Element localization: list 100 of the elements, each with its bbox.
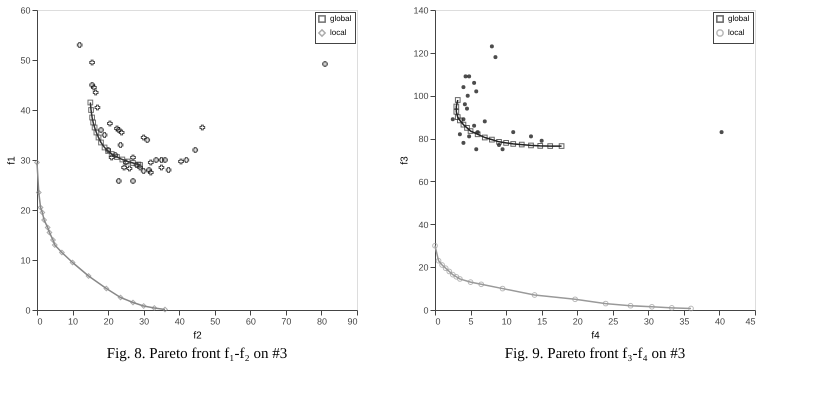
point <box>151 305 158 311</box>
y-tick-label: 20 <box>418 262 428 273</box>
point <box>464 125 470 131</box>
x-tick-label: 10 <box>502 316 512 326</box>
point <box>464 74 468 78</box>
point <box>454 114 461 120</box>
point <box>108 151 115 157</box>
x-tick-label: 20 <box>104 316 114 326</box>
point <box>532 292 538 298</box>
point <box>89 114 95 120</box>
y-tick-label: 120 <box>413 48 428 58</box>
point <box>453 108 460 115</box>
point <box>490 44 494 48</box>
point <box>500 147 505 152</box>
x-tick-label: 45 <box>745 316 756 326</box>
y-tick-label: 60 <box>20 6 30 16</box>
point <box>496 138 502 145</box>
point <box>118 130 124 136</box>
point <box>461 85 466 90</box>
x-tick-label: 15 <box>537 316 548 326</box>
point <box>474 147 478 152</box>
point <box>108 154 115 160</box>
y-tick-label: 0 <box>25 306 30 316</box>
point <box>158 164 164 170</box>
text: Fig. 8. Pareto front f₁-f₂ on #3 <box>106 346 288 362</box>
point <box>90 120 96 126</box>
point <box>467 74 472 78</box>
x-axis-title: f4 <box>591 330 600 342</box>
point <box>114 126 120 132</box>
point <box>36 190 42 196</box>
y-tick-label: 80 <box>418 134 428 144</box>
point <box>450 272 456 278</box>
point <box>602 300 609 306</box>
point <box>474 89 478 94</box>
point <box>478 281 484 288</box>
point <box>148 160 154 166</box>
point <box>140 168 147 174</box>
point <box>468 279 474 285</box>
point <box>130 160 136 166</box>
point <box>89 82 95 88</box>
point <box>510 141 516 147</box>
point <box>34 160 40 166</box>
point <box>130 178 136 184</box>
point <box>572 296 578 302</box>
point <box>103 286 110 292</box>
point <box>457 276 463 282</box>
point <box>458 132 462 136</box>
point <box>102 144 108 150</box>
point <box>41 217 47 223</box>
point <box>118 294 124 300</box>
x-tick-label: 5 <box>468 316 474 326</box>
point <box>461 140 466 145</box>
y-tick-label: 30 <box>20 156 30 166</box>
point <box>442 265 449 272</box>
x-tick-label: 70 <box>281 316 292 326</box>
point <box>450 117 455 122</box>
point <box>493 55 498 60</box>
point <box>465 106 469 111</box>
point <box>52 242 58 248</box>
point <box>148 170 154 176</box>
point <box>460 122 466 128</box>
point <box>467 134 472 138</box>
point <box>199 124 206 130</box>
x-tick-label: 30 <box>644 316 654 326</box>
x-axis-title: f2 <box>193 330 202 342</box>
y-tick-label: 10 <box>20 256 30 266</box>
point <box>98 140 104 146</box>
point <box>472 124 476 128</box>
x-tick-label: 30 <box>139 316 150 326</box>
point <box>454 97 461 103</box>
point <box>140 134 147 140</box>
point <box>482 119 487 124</box>
point <box>89 60 95 66</box>
point <box>92 124 98 130</box>
x-tick-label: 0 <box>436 316 441 326</box>
point <box>102 132 108 138</box>
point <box>94 104 100 110</box>
y-tick-label: 40 <box>418 220 428 230</box>
point <box>70 260 76 266</box>
text: Fig. 9. Pareto front f₃-f₄ on #3 <box>504 346 686 362</box>
point <box>453 274 460 280</box>
point <box>98 127 104 133</box>
point <box>87 100 94 106</box>
point <box>118 142 124 148</box>
point <box>130 154 136 160</box>
x-tick-label: 80 <box>316 316 327 326</box>
point <box>126 166 132 172</box>
point <box>107 120 113 126</box>
legend-label: local <box>728 28 745 37</box>
point <box>457 118 463 124</box>
point <box>668 305 675 311</box>
point <box>528 142 534 148</box>
point <box>44 224 51 230</box>
point <box>86 273 92 279</box>
point <box>322 61 328 67</box>
point <box>137 164 143 170</box>
point <box>511 130 516 134</box>
x-tick-label: 20 <box>572 316 583 326</box>
x-tick-label: 90 <box>347 316 358 326</box>
point <box>518 142 525 148</box>
